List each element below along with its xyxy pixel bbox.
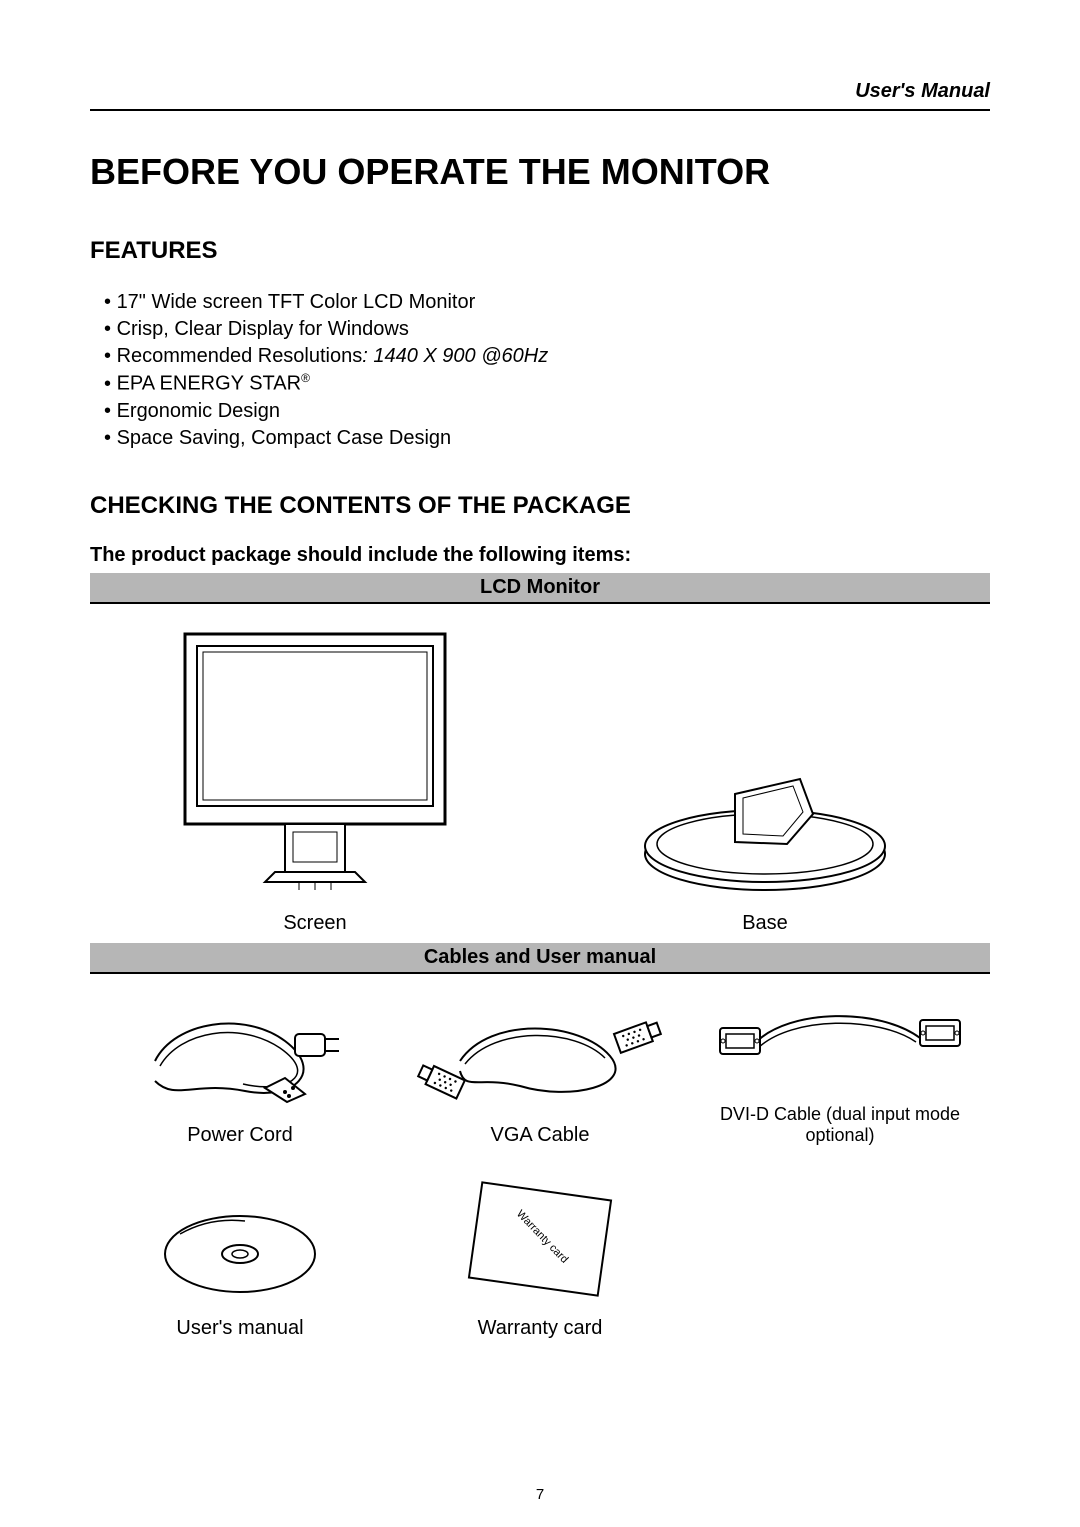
page-number: 7 <box>0 1486 1080 1503</box>
caption-power: Power Cord <box>187 1124 293 1147</box>
cables-row: Power Cord <box>90 974 990 1155</box>
feature-item: Space Saving, Compact Case Design <box>104 425 990 452</box>
caption-manual: User's manual <box>176 1317 303 1340</box>
page-title: BEFORE YOU OPERATE THE MONITOR <box>90 151 990 193</box>
package-intro: The product package should include the f… <box>90 544 990 567</box>
dvi-cable-icon <box>710 988 970 1098</box>
feature-item: Ergonomic Design <box>104 398 990 425</box>
monitor-row: Screen Base <box>90 604 990 943</box>
header-label: User's Manual <box>90 80 990 111</box>
section-bar-monitor: LCD Monitor <box>90 573 990 604</box>
monitor-base-icon <box>615 744 915 904</box>
feature-list: 17" Wide screen TFT Color LCD Monitor Cr… <box>90 289 990 452</box>
feature-item: EPA ENERGY STAR® <box>104 370 990 398</box>
feature-item: Crisp, Clear Display for Windows <box>104 316 990 343</box>
section-bar-cables: Cables and User manual <box>90 943 990 974</box>
monitor-screen-icon <box>165 624 465 904</box>
feature-energy: EPA ENERGY STAR <box>117 373 302 395</box>
registered-icon: ® <box>301 371 310 385</box>
package-heading: CHECKING THE CONTENTS OF THE PACKAGE <box>90 492 990 520</box>
manual-disc-icon <box>150 1199 330 1309</box>
vga-cable-icon <box>410 1006 670 1116</box>
caption-warranty: Warranty card <box>478 1317 603 1340</box>
power-cord-icon <box>125 1006 355 1116</box>
caption-dvi: DVI-D Cable (dual input mode optional) <box>690 1104 990 1147</box>
feature-res-prefix: Recommended Resolutions <box>117 345 363 367</box>
docs-row: User's manual Warranty card Warranty car… <box>90 1155 990 1348</box>
features-heading: FEATURES <box>90 237 990 265</box>
caption-screen: Screen <box>283 912 346 935</box>
caption-base: Base <box>742 912 788 935</box>
caption-vga: VGA Cable <box>491 1124 590 1147</box>
feature-item: 17" Wide screen TFT Color LCD Monitor <box>104 289 990 316</box>
feature-res-value: : 1440 X 900 @60Hz <box>362 345 548 367</box>
warranty-card-icon: Warranty card <box>450 1169 630 1309</box>
feature-item: Recommended Resolutions: 1440 X 900 @60H… <box>104 343 990 370</box>
